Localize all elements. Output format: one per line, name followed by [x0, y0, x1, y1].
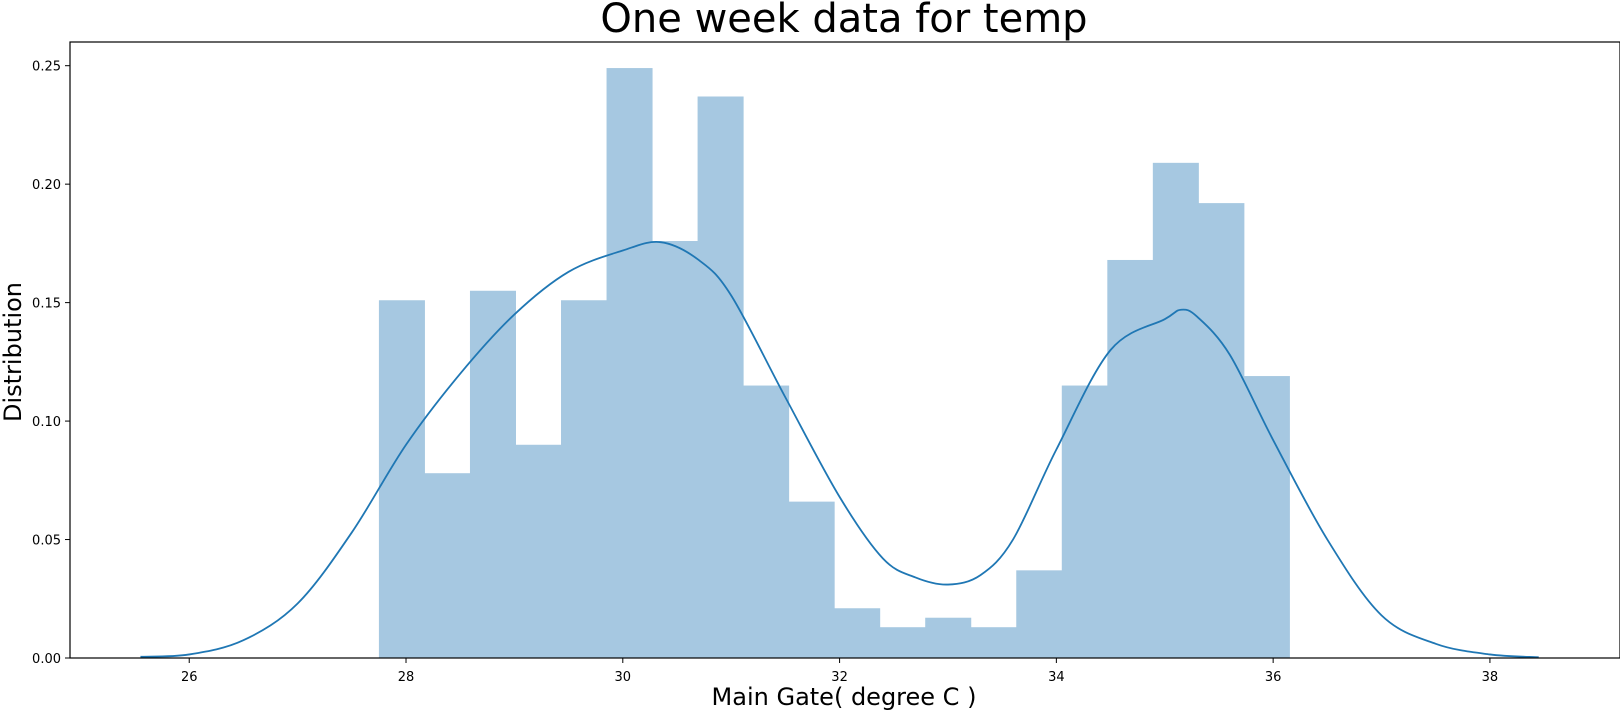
x-tick-label: 30	[615, 670, 632, 685]
y-tick-label: 0.20	[32, 178, 61, 193]
histogram-bar	[515, 444, 562, 658]
histogram-bar	[561, 300, 608, 658]
x-tick-label: 38	[1482, 670, 1499, 685]
histogram-bar	[697, 96, 744, 658]
histogram-bar	[606, 68, 653, 659]
y-tick-label: 0.25	[32, 60, 61, 75]
x-axis-ticks: 26 28 30 32 34 36 38	[181, 658, 1498, 685]
plot-frame	[69, 41, 1620, 659]
histogram-bar	[469, 290, 516, 658]
histogram-bar	[834, 608, 881, 658]
x-tick-label: 32	[831, 670, 848, 685]
histogram-bar	[970, 627, 1017, 658]
histogram-bar	[378, 300, 425, 658]
histogram-bars	[378, 68, 1290, 659]
y-tick-label: 0.00	[32, 652, 61, 667]
kde-curve-group	[140, 241, 1539, 659]
histogram-bar	[1107, 259, 1154, 658]
histogram-bar	[925, 617, 972, 658]
histogram-bar	[652, 241, 699, 658]
y-tick-label: 0.15	[32, 297, 61, 312]
y-axis-label: Distribution	[0, 282, 27, 422]
x-tick-label: 26	[181, 670, 198, 685]
histogram-bar	[424, 473, 471, 658]
kde-line	[140, 241, 1539, 659]
histogram-bar	[743, 385, 790, 658]
y-tick-label: 0.10	[32, 415, 61, 430]
histogram-bar	[1243, 376, 1290, 658]
x-tick-label: 34	[1048, 670, 1065, 685]
x-axis-label: Main Gate( degree C )	[712, 683, 977, 711]
histogram-bar	[1061, 385, 1108, 658]
histogram-bar	[1016, 570, 1063, 658]
x-tick-label: 28	[398, 670, 415, 685]
chart-title: One week data for temp	[600, 0, 1087, 42]
histogram-bar	[1152, 162, 1199, 659]
x-tick-label: 36	[1265, 670, 1282, 685]
histogram-bar	[879, 627, 926, 658]
y-tick-label: 0.05	[32, 534, 61, 549]
histogram-bar	[1198, 203, 1245, 658]
y-axis-ticks: 0.00 0.05 0.10 0.15 0.20 0.25	[32, 60, 70, 667]
histogram-bar	[788, 501, 835, 658]
